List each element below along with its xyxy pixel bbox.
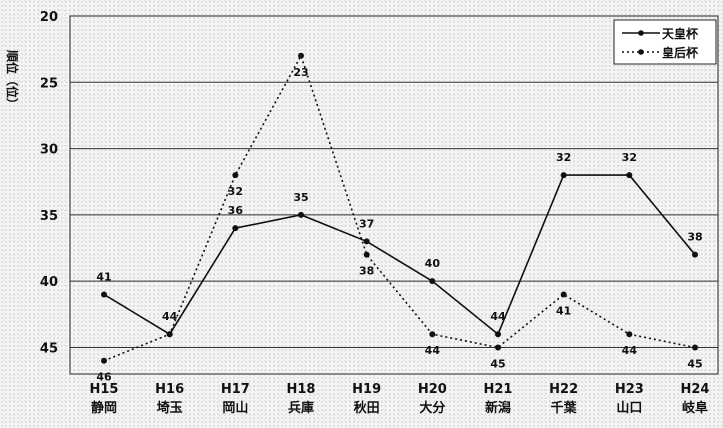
x-tick-sublabel-H23: 山口 [616, 400, 642, 416]
data-point-s1-H18 [298, 211, 304, 218]
data-point-s1-H22 [560, 172, 567, 179]
data-label-s2-H24: 45 [687, 357, 702, 370]
x-tick-label-H18: H18 [287, 382, 316, 397]
x-tick-label-H24: H24 [681, 382, 710, 397]
y-axis-label: 順位（位） [5, 49, 20, 110]
data-label-s1-H16: 44 [162, 310, 178, 323]
data-label-s1-H24: 38 [687, 231, 702, 244]
x-tick-sublabel-H20: 大分 [419, 400, 445, 416]
x-tick-label-H16: H16 [155, 382, 184, 397]
data-label-s1-H15: 41 [96, 270, 111, 283]
data-point-s2-H23 [626, 331, 633, 338]
y-tick-label-25: 25 [40, 76, 58, 91]
y-tick-label-35: 35 [40, 209, 58, 224]
x-tick-sublabel-H16: 埼玉 [157, 400, 183, 416]
data-label-s2-H22: 41 [556, 304, 571, 317]
y-axis-ticks: 20 25 30 35 40 45 [40, 10, 58, 356]
x-tick-label-H15: H15 [90, 382, 119, 397]
data-label-s2-H17: 32 [228, 185, 243, 198]
data-point-s1-H20 [429, 278, 436, 285]
data-label-s1-H17: 36 [228, 204, 244, 217]
data-label-s1-H19: 37 [359, 217, 374, 230]
x-axis-categories: H15 静岡 H16 埼玉 H17 岡山 H18 兵庫 H19 秋田 H20 大分 H21 新潟 H22 千葉… [90, 382, 710, 416]
y-tick-label-40: 40 [40, 275, 58, 290]
y-tick-label-30: 30 [40, 143, 58, 158]
data-label-s1-H20: 40 [425, 257, 441, 270]
y-tick-label-20: 20 [40, 10, 58, 25]
x-tick-label-H19: H19 [352, 382, 381, 397]
legend: 天皇杯 皇后杯 [613, 19, 717, 65]
data-point-s2-H24 [692, 344, 698, 351]
data-point-s1-H19 [363, 238, 370, 245]
x-tick-label-H17: H17 [221, 382, 250, 397]
x-tick-sublabel-H19: 秋田 [354, 400, 380, 416]
data-label-s1-H18: 35 [293, 191, 308, 204]
grid-lines [70, 81, 718, 348]
data-point-s2-H16 [166, 331, 173, 338]
legend-label-1: 天皇杯 [662, 26, 699, 41]
legend-marker-1 [638, 30, 644, 36]
x-tick-label-H23: H23 [615, 382, 644, 397]
x-tick-label-H21: H21 [484, 382, 513, 397]
series-line-1 [103, 174, 696, 336]
data-point-s1-H21 [495, 331, 501, 338]
data-point-s1-H15 [101, 291, 107, 298]
legend-box [613, 19, 717, 65]
data-label-s1-H23: 32 [622, 151, 637, 164]
y-tick-label-45: 45 [40, 341, 58, 356]
data-point-s1-H24 [692, 251, 698, 258]
data-point-s1-H17 [232, 225, 239, 232]
data-label-s1-H21: 44 [490, 310, 506, 323]
series-line-2 [103, 53, 696, 362]
x-tick-sublabel-H24: 岐阜 [682, 400, 708, 416]
x-tick-sublabel-H17: 岡山 [222, 400, 248, 416]
data-point-s2-H17 [232, 172, 239, 179]
data-label-s2-H23: 44 [622, 344, 638, 357]
data-labels: 41 44 36 35 37 40 44 32 32 38 46 32 23 38 44 45 41 44 45 [96, 66, 702, 384]
series-lines [101, 52, 698, 364]
data-label-s2-H18: 23 [293, 66, 308, 79]
data-point-s2-H21 [495, 344, 501, 351]
legend-marker-2 [638, 49, 644, 55]
plot-area [69, 15, 719, 375]
x-tick-sublabel-H22: 千葉 [551, 400, 578, 416]
data-label-s2-H19: 38 [359, 265, 374, 278]
data-label-s2-H15: 46 [96, 371, 112, 384]
data-label-s2-H21: 45 [490, 357, 505, 370]
x-tick-sublabel-H18: 兵庫 [288, 400, 314, 416]
x-tick-label-H20: H20 [418, 382, 447, 397]
data-point-s2-H18 [298, 52, 304, 59]
data-point-s2-H20 [429, 331, 436, 338]
x-tick-sublabel-H15: 静岡 [91, 400, 117, 416]
data-point-s2-H22 [560, 291, 567, 298]
legend-label-2: 皇后杯 [662, 45, 699, 60]
x-tick-sublabel-H21: 新潟 [485, 400, 511, 416]
data-point-s2-H15 [101, 357, 107, 364]
data-point-s1-H23 [626, 172, 633, 179]
x-tick-label-H22: H22 [549, 382, 578, 397]
data-label-s2-H20: 44 [425, 344, 441, 357]
data-point-s2-H19 [363, 251, 370, 258]
data-label-s1-H22: 32 [556, 151, 571, 164]
